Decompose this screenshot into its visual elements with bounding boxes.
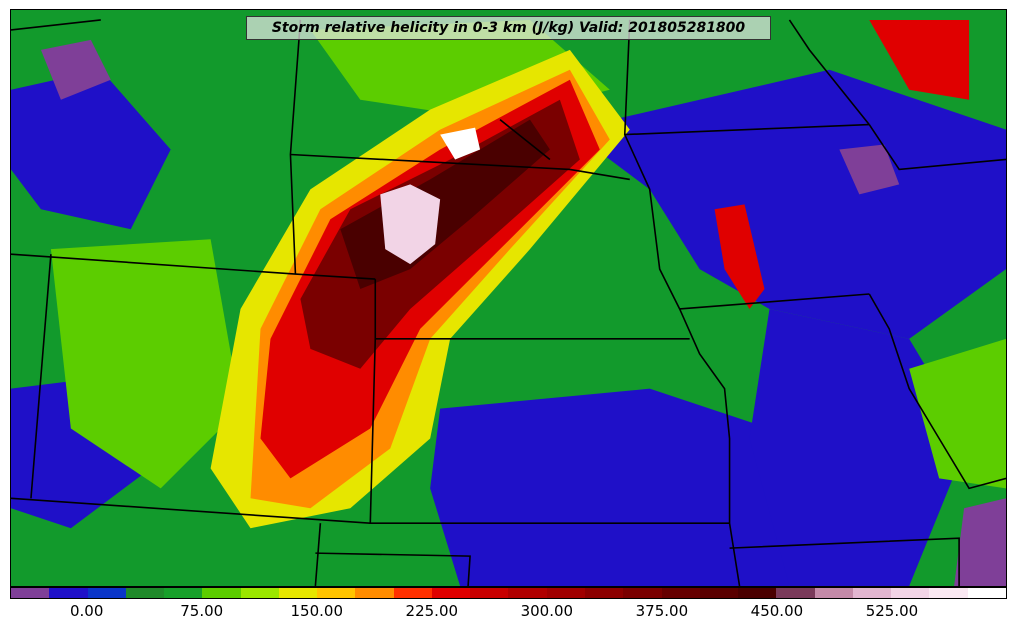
purple-patch-southeast: [954, 498, 1006, 586]
colorbar-segment: [623, 588, 662, 598]
colorbar-segment: [584, 588, 624, 598]
colorbar-segment: [49, 588, 88, 598]
map-panel: Storm relative helicity in 0-3 km (J/kg)…: [10, 9, 1007, 587]
colorbar-ticks: 0.00 75.00 150.00 225.00 300.00 375.00 450.00 5…: [10, 600, 1007, 630]
low-helicity-region-east: [569, 69, 1006, 339]
colorbar-segment: [891, 588, 930, 598]
colorbar-segment: [470, 588, 509, 598]
colorbar-segment: [967, 588, 1006, 598]
colorbar-segment: [929, 588, 968, 598]
helicity-map: [11, 10, 1006, 586]
colorbar-segment: [661, 588, 700, 598]
colorbar: [10, 587, 1007, 599]
colorbar-segment: [317, 588, 356, 598]
extreme-helicity-blob-small: [440, 127, 481, 160]
storm-cells-iowa: [714, 204, 765, 309]
colorbar-segment: [776, 588, 815, 598]
colorbar-segment: [699, 588, 739, 598]
colorbar-tick-label: 375.00: [635, 602, 689, 620]
colorbar-segment: [11, 588, 50, 598]
colorbar-segment: [546, 588, 585, 598]
low-helicity-region-south: [430, 388, 790, 586]
colorbar-tick-label: 225.00: [405, 602, 459, 620]
colorbar-segment: [355, 588, 394, 598]
extreme-helicity-blob: [380, 184, 441, 265]
colorbar-tick-label: 150.00: [290, 602, 344, 620]
colorbar-tick-label: 75.00: [180, 602, 224, 620]
colorbar-segment: [431, 588, 471, 598]
purple-patch-northeast: [839, 144, 900, 195]
purple-patch-northwest: [40, 39, 111, 100]
colorbar-tick-label: 525.00: [865, 602, 919, 620]
colorbar-segment: [393, 588, 432, 598]
colorbar-tick-label: 300.00: [520, 602, 574, 620]
colorbar-segment: [738, 588, 777, 598]
colorbar-segment: [278, 588, 318, 598]
low-helicity-region-northwest: [11, 69, 171, 230]
colorbar-segment: [164, 588, 203, 598]
colorbar-segment: [125, 588, 165, 598]
red-cells-northeast: [869, 19, 970, 100]
colorbar-segment: [508, 588, 547, 598]
state-boundaries: [11, 19, 1006, 586]
colorbar-segment: [87, 588, 126, 598]
map-title: Storm relative helicity in 0-3 km (J/kg)…: [246, 16, 771, 40]
colorbar-segment: [202, 588, 241, 598]
colorbar-segment: [814, 588, 853, 598]
colorbar-tick-label: 450.00: [750, 602, 804, 620]
colorbar-segment: [240, 588, 279, 598]
moderate-region-east: [909, 338, 1006, 489]
moderate-region-west: [50, 239, 241, 489]
colorbar-tick-label: 0.00: [69, 602, 104, 620]
colorbar-segment: [852, 588, 892, 598]
